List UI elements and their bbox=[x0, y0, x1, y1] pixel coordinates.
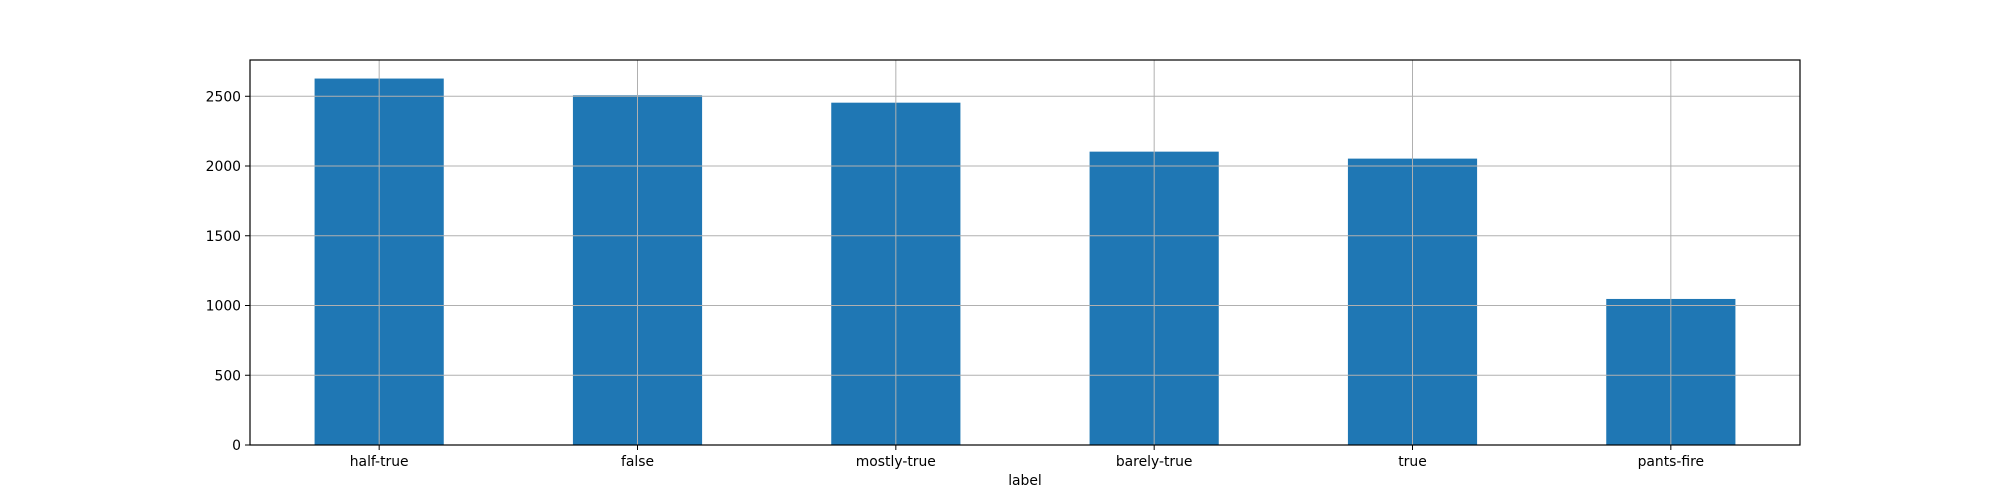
x-tick-label-false: false bbox=[621, 454, 654, 470]
x-tick-label-pants-fire: pants-fire bbox=[1638, 454, 1705, 470]
x-tick-label-half-true: half-true bbox=[350, 454, 409, 470]
axis-layer: 0 500 1000 1500 2000 2500 half-true false mostly… bbox=[206, 89, 1704, 470]
x-axis-label: label bbox=[1008, 473, 1042, 489]
x-tick-label-true: true bbox=[1398, 454, 1427, 470]
y-tick-label-500: 500 bbox=[214, 368, 241, 384]
y-tick-label-1500: 1500 bbox=[206, 229, 241, 245]
plot-frame bbox=[249, 59, 1801, 446]
y-tick-label-1000: 1000 bbox=[206, 299, 241, 315]
y-tick-label-2500: 2500 bbox=[206, 89, 241, 105]
y-tick-label-0: 0 bbox=[232, 438, 241, 454]
x-tick-label-mostly-true: mostly-true bbox=[856, 454, 936, 470]
x-tick-label-barely-true: barely-true bbox=[1116, 454, 1193, 470]
plot-area-background bbox=[250, 60, 1800, 445]
y-tick-label-2000: 2000 bbox=[206, 159, 241, 175]
